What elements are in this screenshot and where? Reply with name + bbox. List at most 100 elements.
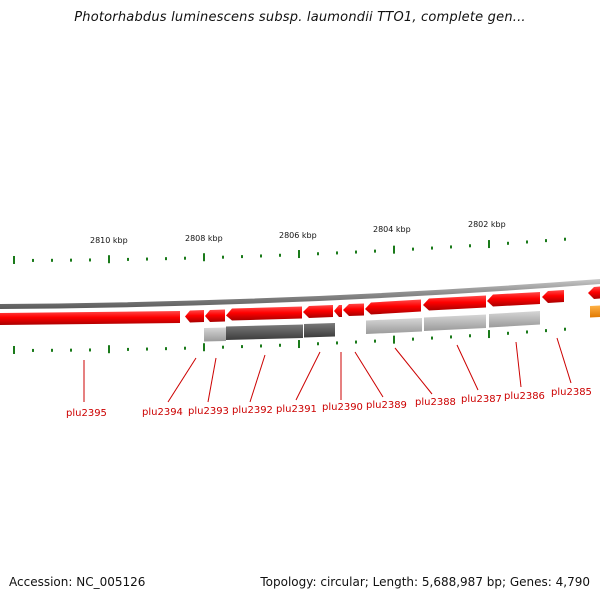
minor-tick: [507, 241, 509, 245]
minor-tick: [507, 331, 509, 335]
gene-label-plu2388[interactable]: plu2388: [415, 397, 456, 408]
minor-tick: [32, 348, 34, 352]
minor-tick: [184, 256, 186, 260]
minor-tick: [70, 348, 72, 352]
gene-label-plu2390[interactable]: plu2390: [322, 402, 363, 413]
minor-tick: [51, 348, 53, 352]
gene-label-plu2395[interactable]: plu2395: [66, 408, 107, 419]
minor-tick: [336, 341, 338, 345]
minor-tick: [127, 347, 129, 351]
minor-tick: [355, 340, 357, 344]
gene-arrow-plu2393[interactable]: [205, 309, 225, 323]
minor-tick: [241, 345, 243, 349]
gene-label-plu2387[interactable]: plu2387: [461, 394, 502, 405]
minor-tick: [260, 344, 262, 348]
minor-tick: [127, 257, 129, 261]
minor-tick: [260, 254, 262, 258]
gene-arrow-plu2388[interactable]: [365, 299, 421, 315]
minor-tick: [545, 329, 547, 333]
gene-arrow-plu2387[interactable]: [423, 295, 486, 311]
minor-tick: [222, 345, 224, 349]
minor-tick: [279, 343, 281, 347]
minor-tick: [374, 249, 376, 253]
minor-tick: [165, 257, 167, 261]
gene-arrow-plu2385[interactable]: [542, 290, 564, 303]
minor-tick: [564, 237, 566, 241]
minor-tick: [32, 258, 34, 262]
homolog-track: [204, 311, 540, 342]
feature-orange[interactable]: [590, 305, 600, 318]
scale-label: 2804 kbp: [373, 225, 411, 234]
homolog-bar: [226, 324, 303, 340]
major-tick: [393, 245, 395, 254]
minor-tick: [545, 239, 547, 243]
upper-scale-ticks: [13, 237, 566, 264]
gene-arrow-plu2390[interactable]: [334, 305, 342, 317]
gene-arrow-plu2392[interactable]: [226, 306, 302, 321]
gene-track[interactable]: [0, 286, 600, 326]
gene-labels: plu2395 plu2394 plu2393 plu2392 plu2391 …: [66, 387, 592, 419]
homolog-bar: [304, 323, 335, 338]
gene-arrow-offscreen[interactable]: [588, 286, 600, 300]
major-tick: [108, 345, 110, 354]
gene-arrow-plu2386[interactable]: [487, 292, 540, 307]
major-tick: [108, 255, 110, 264]
minor-tick: [317, 342, 319, 346]
genome-backbone: [0, 279, 600, 309]
gene-arrow-plu2395[interactable]: [0, 311, 180, 325]
gene-label-plu2392[interactable]: plu2392: [232, 405, 273, 416]
minor-tick: [355, 250, 357, 254]
minor-tick: [89, 258, 91, 262]
genome-title: Photorhabdus luminescens subsp. laumondi…: [74, 10, 526, 25]
minor-tick: [412, 247, 414, 251]
minor-tick: [431, 336, 433, 340]
major-tick: [488, 240, 490, 249]
major-tick: [13, 345, 15, 354]
minor-tick: [165, 347, 167, 351]
scale-label: 2806 kbp: [279, 231, 317, 240]
gene-arrow-plu2394[interactable]: [185, 310, 204, 323]
homolog-bar: [489, 311, 540, 328]
minor-tick: [526, 330, 528, 334]
minor-tick: [89, 348, 91, 352]
minor-tick: [70, 258, 72, 262]
minor-tick: [374, 339, 376, 343]
major-tick: [393, 335, 395, 344]
gene-label-plu2391[interactable]: plu2391: [276, 404, 317, 415]
gene-label-plu2394[interactable]: plu2394: [142, 407, 183, 418]
minor-tick: [469, 244, 471, 248]
major-tick: [488, 330, 490, 339]
minor-tick: [222, 255, 224, 259]
minor-tick: [450, 335, 452, 339]
scale-label: 2802 kbp: [468, 220, 506, 229]
major-tick: [203, 253, 205, 262]
minor-tick: [184, 346, 186, 350]
gene-label-plu2386[interactable]: plu2386: [504, 391, 545, 402]
minor-tick: [241, 255, 243, 259]
minor-tick: [431, 246, 433, 250]
lower-scale-ticks: [13, 327, 566, 354]
genome-summary-text: Topology: circular; Length: 5,688,987 bp…: [260, 575, 590, 589]
label-leaders: [83, 337, 572, 403]
homolog-bar: [424, 314, 486, 331]
scale-label: 2810 kbp: [90, 236, 128, 245]
gene-arrow-plu2389[interactable]: [343, 303, 364, 317]
gene-arrow-plu2391[interactable]: [303, 305, 333, 318]
accession-text: Accession: NC_005126: [9, 575, 146, 589]
homolog-bar: [366, 318, 422, 334]
gene-label-plu2385[interactable]: plu2385: [551, 387, 592, 398]
minor-tick: [317, 252, 319, 256]
major-tick: [13, 255, 15, 264]
gene-label-plu2389[interactable]: plu2389: [366, 400, 407, 411]
scale-label: 2808 kbp: [185, 234, 223, 243]
minor-tick: [146, 257, 148, 261]
minor-tick: [146, 347, 148, 351]
minor-tick: [51, 258, 53, 262]
gene-label-plu2393[interactable]: plu2393: [188, 406, 229, 417]
minor-tick: [412, 337, 414, 341]
minor-tick: [469, 334, 471, 338]
major-tick: [298, 340, 300, 349]
minor-tick: [564, 327, 566, 331]
major-tick: [203, 343, 205, 352]
